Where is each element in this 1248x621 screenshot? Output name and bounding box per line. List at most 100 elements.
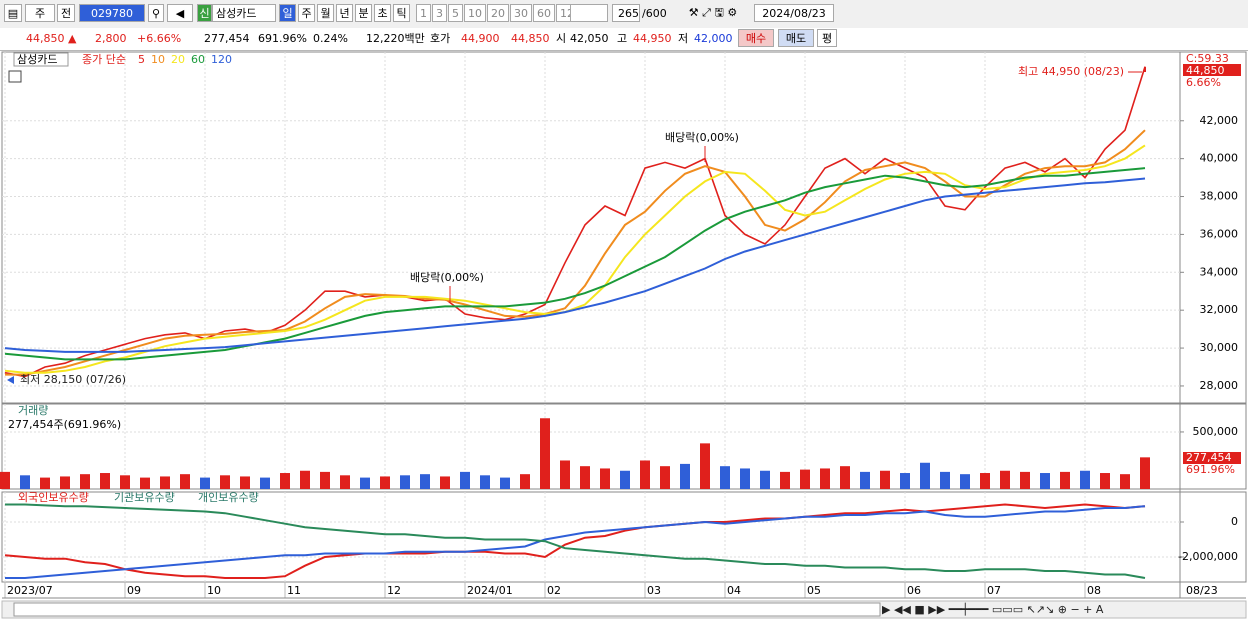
legend-entry: 개인보유수량 xyxy=(198,491,259,504)
volume-bar xyxy=(280,473,290,489)
sell-button[interactable]: 매도 xyxy=(778,29,814,47)
volume-bar xyxy=(540,418,550,489)
period-button[interactable]: 년 xyxy=(336,4,353,22)
volume-title: 거래량 xyxy=(18,404,48,417)
buy-button[interactable]: 매수 xyxy=(738,29,774,47)
volume-bar xyxy=(880,470,890,489)
low-arrow xyxy=(7,376,14,384)
menu-button[interactable]: ▤ xyxy=(4,4,22,22)
unit-button[interactable]: 60 xyxy=(533,4,555,22)
volume-bar xyxy=(1040,473,1050,489)
tool-icons[interactable]: ⚒ ⤢ 🖫 ⚙ xyxy=(688,6,738,19)
dividend-annotation: 배당락(0,00%) xyxy=(410,271,484,284)
volume-bar xyxy=(1120,474,1130,489)
series-line xyxy=(4,167,1146,361)
y-tick-label: 30,000 xyxy=(1200,341,1239,354)
price-box xyxy=(1183,64,1241,76)
period-button[interactable]: 주 xyxy=(298,4,315,22)
x-tick-label: 03 xyxy=(647,584,661,597)
volume-bar xyxy=(700,443,710,489)
price-label: 44,850 xyxy=(1186,64,1225,77)
y-tick-label: 40,000 xyxy=(1200,152,1239,165)
unit-button[interactable]: 20 xyxy=(487,4,509,22)
count-input[interactable]: 265 xyxy=(612,4,640,22)
volume-bar xyxy=(520,474,530,489)
x-tick-label: 02 xyxy=(547,584,561,597)
legend-box xyxy=(13,52,69,67)
market-select[interactable]: 주 xyxy=(25,4,55,22)
volume-bar xyxy=(340,475,350,489)
y-tick-label: 28,000 xyxy=(1200,379,1239,392)
volume-bar xyxy=(800,469,810,489)
volume-bar xyxy=(860,471,870,489)
low-label: 저 xyxy=(678,32,689,45)
unit-button[interactable]: 30 xyxy=(510,4,532,22)
period-button[interactable]: 일 xyxy=(279,4,296,22)
count-max: /600 xyxy=(642,7,667,20)
unit-button[interactable]: 10 xyxy=(464,4,486,22)
x-tick-label: 11 xyxy=(287,584,301,597)
legend-entry: 기관보유수량 xyxy=(114,491,175,504)
x-tick-label: 2023/07 xyxy=(7,584,53,597)
volume-label: 277,454 xyxy=(1186,451,1232,464)
volume-bar xyxy=(580,466,590,489)
volume: 277,454 xyxy=(204,32,250,45)
volume-bar xyxy=(40,477,50,489)
open: 42,050 xyxy=(570,32,609,45)
badge: 신 xyxy=(197,4,212,22)
price: 44,850 ▲ xyxy=(26,32,77,45)
x-tick-label: 2024/01 xyxy=(467,584,513,597)
volume-bar xyxy=(320,471,330,489)
legend-entry: 10 xyxy=(151,53,165,66)
y-tick-label: 42,000 xyxy=(1200,114,1239,127)
x-last-date: 08/23 xyxy=(1186,584,1218,597)
scroll-thumb xyxy=(13,602,881,617)
date-input[interactable]: 2024/08/23 xyxy=(754,4,834,22)
volume-bar xyxy=(660,466,670,489)
period-button[interactable]: 초 xyxy=(374,4,391,22)
volume-bar xyxy=(460,471,470,489)
x-tick-label: 04 xyxy=(727,584,741,597)
volume-bar xyxy=(760,470,770,489)
volume-bar xyxy=(100,473,110,489)
volume-bar xyxy=(560,460,570,489)
volume-bar xyxy=(220,475,230,489)
legend-label: 종가 단순 xyxy=(82,53,126,66)
legend-entry: 20 xyxy=(171,53,185,66)
legend-entry: 외국인보유수량 xyxy=(18,491,89,504)
unit-button[interactable]: 3 xyxy=(432,4,447,22)
unit-select[interactable] xyxy=(570,4,608,22)
period-button[interactable]: 분 xyxy=(355,4,372,22)
search-button[interactable]: ⚲ xyxy=(148,4,164,22)
volume-bar xyxy=(120,475,130,489)
y-tick-label: 32,000 xyxy=(1200,303,1239,316)
avg-button[interactable]: 평 xyxy=(817,29,837,47)
y-tick-label: 500,000 xyxy=(1193,425,1239,438)
volume-box xyxy=(1183,452,1241,464)
unit-button[interactable]: 5 xyxy=(448,4,463,22)
volume-bar xyxy=(360,477,370,489)
period-button[interactable]: 틱 xyxy=(393,4,410,22)
scope-button[interactable]: 전 xyxy=(57,4,75,22)
open-label: 시 xyxy=(556,32,567,45)
x-tick-label: 10 xyxy=(207,584,221,597)
y-tick-label: 36,000 xyxy=(1200,227,1239,240)
low-annotation: 최저 28,150 (07/26) xyxy=(20,373,126,386)
legend-entry: 5 xyxy=(138,53,145,66)
code-input[interactable]: 029780 xyxy=(79,4,145,22)
volume-bar xyxy=(60,476,70,489)
high: 44,950 xyxy=(633,32,672,45)
low: 42,000 xyxy=(694,32,733,45)
sound-button[interactable]: ◀ xyxy=(167,4,193,22)
volume-bar xyxy=(420,474,430,489)
volume-bar xyxy=(300,470,310,489)
high-annotation: 최고 44,950 (08/23) xyxy=(1018,65,1124,78)
volume-bar xyxy=(240,476,250,489)
unit-button[interactable]: 1 xyxy=(416,4,431,22)
volume-bar xyxy=(1020,471,1030,489)
volume-bar xyxy=(1060,471,1070,489)
bid: 44,850 xyxy=(511,32,550,45)
period-button[interactable]: 월 xyxy=(317,4,334,22)
panel-frame xyxy=(1,51,1247,404)
